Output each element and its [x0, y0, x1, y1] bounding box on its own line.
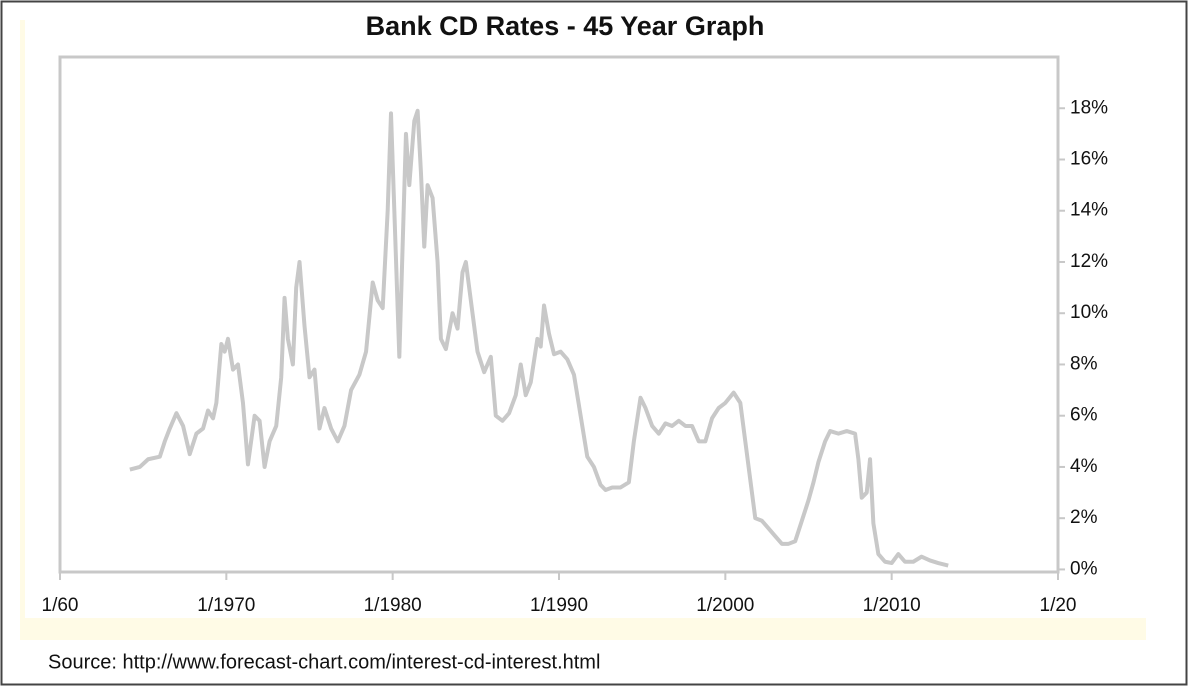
source-note: Source: http://www.forecast-chart.com/in…	[48, 651, 600, 673]
y-tick-label: 12%	[1070, 251, 1108, 272]
y-tick-label: 16%	[1070, 149, 1108, 170]
y-tick-label: 14%	[1070, 200, 1108, 221]
x-tick-label: 1/2000	[696, 595, 754, 616]
plot-background	[25, 20, 1146, 618]
y-tick-label: 2%	[1070, 507, 1098, 528]
y-tick-label: 8%	[1070, 353, 1098, 374]
x-tick-label: 1/2010	[863, 595, 921, 616]
x-tick-label: 1/1970	[197, 595, 255, 616]
y-tick-label: 0%	[1070, 558, 1098, 579]
y-tick-label: 18%	[1070, 97, 1108, 118]
data-line	[129, 108, 949, 568]
y-tick-label: 6%	[1070, 405, 1098, 426]
x-tick-label: 1/1980	[364, 595, 422, 616]
x-tick-label: 1/60	[42, 595, 79, 616]
x-tick-label: 1/20	[1040, 595, 1077, 616]
chart-title: Bank CD Rates - 45 Year Graph	[366, 11, 765, 41]
y-tick-label: 10%	[1070, 302, 1108, 323]
plot-area: 0% 2% 4% 6% 8% 10% 12% 14% 16% 18% 1/60 1/1970 1/198…	[42, 55, 1108, 616]
y-tick-label: 4%	[1070, 456, 1098, 477]
x-tick-label: 1/1990	[530, 595, 588, 616]
